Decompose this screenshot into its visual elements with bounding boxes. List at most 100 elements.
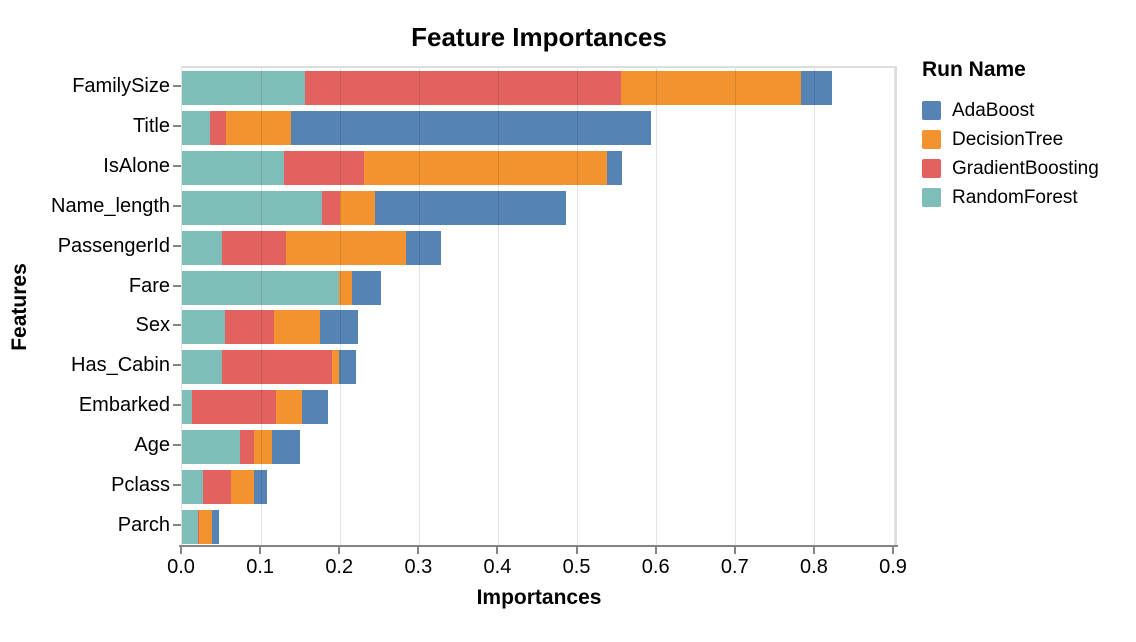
y-tick bbox=[173, 524, 181, 527]
bar-segment-adaboost bbox=[800, 70, 833, 105]
chart-title: Feature Importances bbox=[411, 22, 667, 52]
bar-segment-decisiontree bbox=[226, 110, 292, 145]
y-tick-label-title: Title bbox=[132, 114, 170, 137]
bar-segment-decisiontree bbox=[338, 270, 353, 305]
x-tick-label-0.2: 0.2 bbox=[325, 556, 354, 578]
x-tick bbox=[892, 547, 895, 554]
x-tick bbox=[812, 547, 815, 554]
bar-title bbox=[182, 110, 652, 145]
y-tick-label-isalone: IsAlone bbox=[103, 154, 170, 177]
y-tick-label-sex: Sex bbox=[135, 314, 170, 337]
bar-segment-gradientboosting bbox=[304, 70, 622, 105]
y-tick bbox=[173, 204, 181, 207]
y-tick bbox=[173, 404, 181, 407]
legend-entry-adaboost: AdaBoost bbox=[922, 96, 1132, 125]
legend-swatch-decisiontree bbox=[922, 130, 941, 149]
bar-segment-randomforest bbox=[182, 70, 305, 105]
x-axis-title: Importances bbox=[476, 586, 602, 609]
grid-line bbox=[656, 68, 658, 545]
y-tick-label-fare: Fare bbox=[128, 274, 170, 297]
bar-fare bbox=[182, 270, 381, 305]
bar-sex bbox=[182, 310, 359, 345]
legend: Run Name AdaBoost DecisionTree GradientBoo… bbox=[922, 58, 1132, 212]
bar-segment-adaboost bbox=[405, 230, 442, 265]
bar-segment-gradientboosting bbox=[284, 150, 364, 185]
y-tick-label-passengerid: PassengerId bbox=[57, 234, 170, 257]
bar-segment-adaboost bbox=[339, 350, 357, 385]
bar-segment-gradientboosting bbox=[203, 470, 232, 505]
bar-segment-randomforest bbox=[182, 390, 193, 425]
x-tick bbox=[259, 547, 262, 554]
bar-segment-gradientboosting bbox=[239, 430, 254, 465]
x-tick-label-0.5: 0.5 bbox=[562, 556, 591, 578]
y-tick-label-pclass: Pclass bbox=[111, 474, 170, 497]
x-tick-label-0.0: 0.0 bbox=[167, 556, 195, 578]
bar-segment-adaboost bbox=[272, 430, 300, 465]
bar-passengerid bbox=[182, 230, 442, 265]
legend-swatch-adaboost bbox=[922, 101, 941, 120]
legend-swatch-randomforest bbox=[922, 188, 941, 207]
legend-entry-decisiontree: DecisionTree bbox=[922, 125, 1132, 154]
bar-segment-gradientboosting bbox=[197, 510, 200, 545]
bar-segment-decisiontree bbox=[340, 190, 376, 225]
bar-segment-adaboost bbox=[253, 470, 267, 505]
bar-segment-adaboost bbox=[352, 270, 381, 305]
x-tick-label-0.6: 0.6 bbox=[641, 556, 670, 578]
y-tick-label-age: Age bbox=[134, 434, 170, 457]
bar-segment-decisiontree bbox=[276, 390, 303, 425]
x-tick bbox=[733, 547, 736, 554]
x-tick-label-0.4: 0.4 bbox=[483, 556, 512, 578]
bar-segment-decisiontree bbox=[273, 310, 321, 345]
bar-segment-decisiontree bbox=[331, 350, 340, 385]
y-tick bbox=[173, 484, 181, 487]
bar-segment-randomforest bbox=[182, 430, 240, 465]
x-tick-label-0.7: 0.7 bbox=[720, 556, 749, 578]
y-tick bbox=[173, 244, 181, 247]
legend-entry-randomforest: RandomForest bbox=[922, 183, 1132, 212]
bar-segment-decisiontree bbox=[285, 230, 406, 265]
bar-segment-gradientboosting bbox=[221, 350, 332, 385]
bar-segment-decisiontree bbox=[231, 470, 254, 505]
x-tick bbox=[417, 547, 420, 554]
x-axis-line bbox=[179, 545, 898, 547]
bar-segment-adaboost bbox=[302, 390, 328, 425]
bar-segment-gradientboosting bbox=[224, 310, 274, 345]
bar-segment-randomforest bbox=[182, 110, 210, 145]
bar-segment-randomforest bbox=[182, 470, 204, 505]
bar-segment-gradientboosting bbox=[221, 230, 286, 265]
x-tick-label-0.9: 0.9 bbox=[879, 556, 907, 578]
bar-familysize bbox=[182, 70, 833, 105]
x-tick bbox=[338, 547, 341, 554]
bar-segment-gradientboosting bbox=[192, 390, 277, 425]
x-tick bbox=[654, 547, 657, 554]
bar-age bbox=[182, 430, 300, 465]
y-tick bbox=[173, 84, 181, 87]
y-tick bbox=[173, 364, 181, 367]
x-tick-label-0.3: 0.3 bbox=[404, 556, 433, 578]
bar-segment-gradientboosting bbox=[209, 110, 227, 145]
bar-pclass bbox=[182, 470, 267, 505]
bar-segment-adaboost bbox=[212, 510, 220, 545]
legend-swatch-gradientboosting bbox=[922, 159, 941, 178]
legend-label-randomforest: RandomForest bbox=[952, 186, 1078, 208]
bar-has_cabin bbox=[182, 350, 357, 385]
grid-line bbox=[735, 68, 737, 545]
x-tick-label-0.8: 0.8 bbox=[800, 556, 828, 578]
bar-embarked bbox=[182, 390, 328, 425]
bar-segment-decisiontree bbox=[253, 430, 273, 465]
x-tick-label-0.1: 0.1 bbox=[246, 556, 275, 578]
bar-segment-adaboost bbox=[320, 310, 359, 345]
bar-parch bbox=[182, 510, 220, 545]
bar-segment-adaboost bbox=[291, 110, 652, 145]
bar-segment-decisiontree bbox=[363, 150, 607, 185]
legend-entries: AdaBoost DecisionTree GradientBoosting Rand… bbox=[922, 96, 1132, 212]
bar-segment-randomforest bbox=[182, 230, 222, 265]
legend-label-decisiontree: DecisionTree bbox=[952, 128, 1064, 150]
bar-segment-randomforest bbox=[182, 350, 222, 385]
legend-title: Run Name bbox=[922, 58, 1026, 81]
bar-segment-adaboost bbox=[606, 150, 622, 185]
bar-segment-decisiontree bbox=[621, 70, 801, 105]
legend-label-adaboost: AdaBoost bbox=[952, 99, 1035, 121]
bar-isalone bbox=[182, 150, 622, 185]
